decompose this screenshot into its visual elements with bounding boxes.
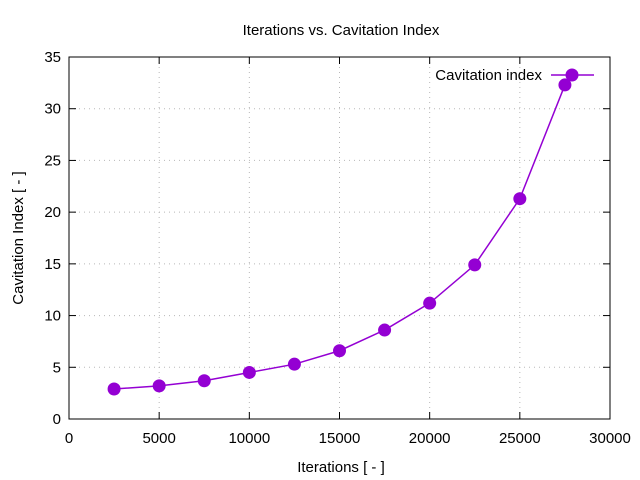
legend-label-cavitation-index: Cavitation index bbox=[435, 67, 542, 84]
x-tick-label: 15000 bbox=[319, 430, 361, 447]
data-point bbox=[152, 379, 166, 393]
y-tick-label: 25 bbox=[44, 152, 61, 169]
y-tick-label: 35 bbox=[44, 49, 61, 66]
x-tick-label: 5000 bbox=[142, 430, 175, 447]
y-tick-label: 15 bbox=[44, 256, 61, 273]
y-axis-label: Cavitation Index [ - ] bbox=[10, 171, 27, 304]
series-layer bbox=[107, 78, 572, 396]
data-point bbox=[423, 296, 437, 310]
data-point bbox=[378, 323, 392, 337]
x-tick-label: 0 bbox=[65, 430, 73, 447]
y-tick-label: 30 bbox=[44, 101, 61, 118]
data-point bbox=[287, 357, 301, 371]
data-point bbox=[558, 78, 572, 92]
axis-ticks: 0 5000 10000 15000 20000 25000 30000 0 5 10 15 20 25… bbox=[44, 49, 631, 447]
legend: Cavitation index bbox=[435, 67, 594, 84]
data-point bbox=[468, 258, 482, 272]
legend-marker bbox=[565, 68, 579, 82]
x-tick-label: 10000 bbox=[228, 430, 270, 447]
y-tick-label: 10 bbox=[44, 308, 61, 325]
grid bbox=[69, 57, 610, 419]
data-point bbox=[513, 192, 527, 206]
y-tick-label: 5 bbox=[53, 359, 61, 376]
series-line bbox=[114, 84, 566, 390]
data-point bbox=[242, 365, 256, 379]
y-tick-label: 0 bbox=[53, 411, 61, 428]
x-tick-label: 20000 bbox=[409, 430, 451, 447]
y-tick-label: 20 bbox=[44, 204, 61, 221]
data-point bbox=[107, 382, 121, 396]
x-tick-label: 25000 bbox=[499, 430, 541, 447]
chart-title: Iterations vs. Cavitation Index bbox=[243, 22, 440, 39]
data-point bbox=[197, 374, 211, 388]
x-axis-label: Iterations [ - ] bbox=[297, 459, 385, 476]
data-point bbox=[333, 344, 346, 358]
x-tick-label: 30000 bbox=[589, 430, 631, 447]
